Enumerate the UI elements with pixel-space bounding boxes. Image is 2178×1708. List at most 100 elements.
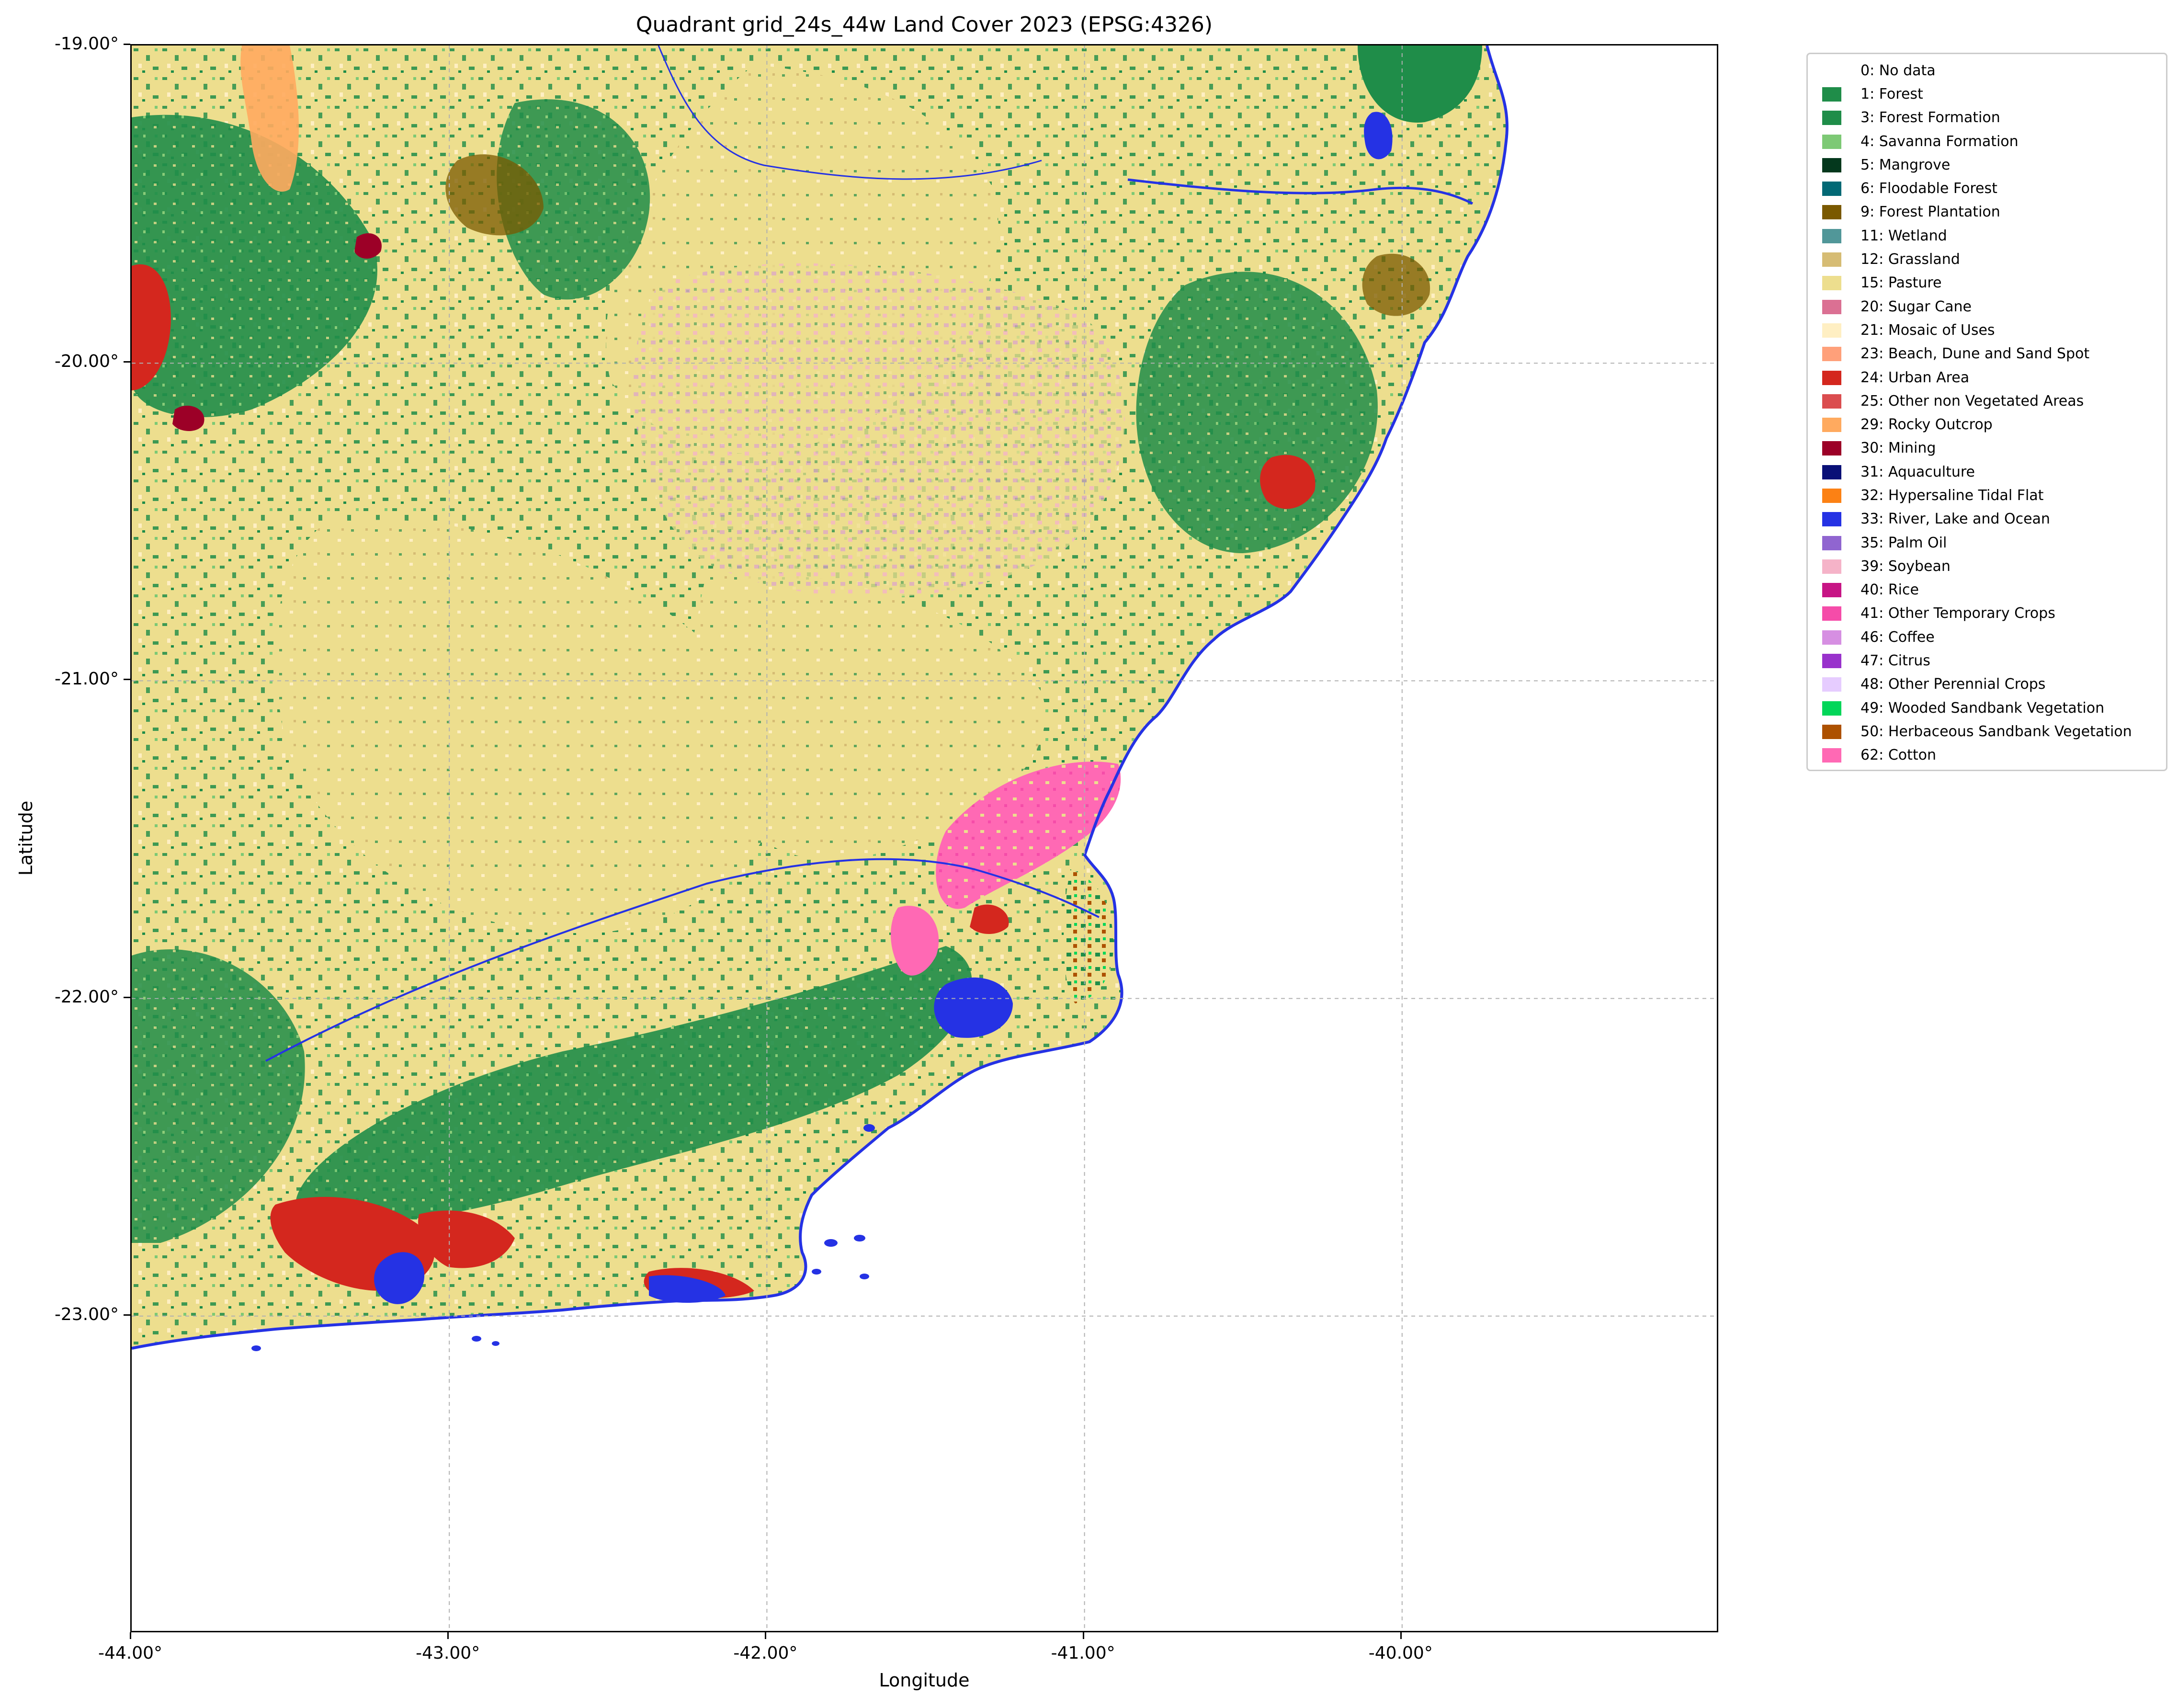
island xyxy=(812,1269,821,1275)
legend-item: 23: Beach, Dune and Sand Spot xyxy=(1808,342,2166,366)
x-tick-mark xyxy=(1400,1632,1402,1639)
legend-label: 25: Other non Vegetated Areas xyxy=(1860,392,2084,410)
legend-label: 40: Rice xyxy=(1860,581,1919,599)
legend-label: 5: Mangrove xyxy=(1860,156,1951,173)
legend: 0: No data 1: Forest 3: Forest Formation 4:… xyxy=(1806,53,2167,771)
soybean-coffee-zone xyxy=(633,263,1125,597)
legend-label: 33: River, Lake and Ocean xyxy=(1860,511,2050,528)
bay xyxy=(374,1252,425,1304)
legend-swatch xyxy=(1822,252,1841,267)
map-canvas xyxy=(132,46,1717,1631)
forest-patch xyxy=(1358,46,1482,123)
x-tick-mark xyxy=(765,1632,767,1639)
sandbank-vegetation xyxy=(1064,869,1113,1003)
legend-label: 41: Other Temporary Crops xyxy=(1860,605,2055,622)
legend-label: 1: Forest xyxy=(1860,85,1923,102)
y-tick-mark xyxy=(124,44,130,45)
x-tick-label: -41.00° xyxy=(1051,1643,1115,1663)
legend-label: 46: Coffee xyxy=(1860,628,1935,646)
legend-item: 46: Coffee xyxy=(1808,626,2166,649)
legend-swatch xyxy=(1822,606,1841,621)
legend-item: 25: Other non Vegetated Areas xyxy=(1808,389,2166,413)
x-tick-mark xyxy=(130,1632,131,1639)
island xyxy=(472,1336,481,1342)
forest-patch xyxy=(132,949,305,1243)
legend-item: 49: Wooded Sandbank Vegetation xyxy=(1808,696,2166,720)
legend-label: 31: Aquaculture xyxy=(1860,463,1975,480)
legend-item: 48: Other Perennial Crops xyxy=(1808,673,2166,696)
legend-swatch xyxy=(1822,701,1841,716)
legend-item: 3: Forest Formation xyxy=(1808,106,2166,130)
legend-item: 11: Wetland xyxy=(1808,224,2166,248)
cotton-zone xyxy=(891,906,939,976)
urban-area xyxy=(970,904,1009,934)
island xyxy=(824,1239,838,1247)
legend-item: 20: Sugar Cane xyxy=(1808,295,2166,319)
urban-area xyxy=(132,264,171,390)
legend-item: 39: Soybean xyxy=(1808,555,2166,578)
island xyxy=(251,1345,261,1351)
legend-label: 23: Beach, Dune and Sand Spot xyxy=(1860,345,2090,363)
legend-item: 33: River, Lake and Ocean xyxy=(1808,508,2166,531)
legend-item: 9: Forest Plantation xyxy=(1808,201,2166,224)
legend-swatch xyxy=(1822,488,1841,503)
legend-label: 11: Wetland xyxy=(1860,227,1947,244)
legend-swatch xyxy=(1822,370,1841,385)
legend-label: 21: Mosaic of Uses xyxy=(1860,321,1995,339)
legend-label: 15: Pasture xyxy=(1860,274,1942,292)
legend-swatch xyxy=(1822,654,1841,669)
legend-label: 39: Soybean xyxy=(1860,558,1951,575)
rocky-outcrop-patch xyxy=(240,46,299,192)
forest-plantation-patch xyxy=(1362,253,1430,316)
legend-swatch xyxy=(1822,559,1841,574)
y-tick-mark xyxy=(124,361,130,363)
pasture-zone xyxy=(275,520,783,934)
legend-swatch xyxy=(1822,134,1841,149)
legend-label: 48: Other Perennial Crops xyxy=(1860,676,2046,693)
legend-label: 12: Grassland xyxy=(1860,251,1960,268)
urban-area xyxy=(1260,455,1316,509)
forest-patch xyxy=(132,114,377,418)
legend-swatch xyxy=(1822,441,1841,456)
lake xyxy=(1364,112,1393,159)
river xyxy=(265,858,1100,1062)
legend-item: 40: Rice xyxy=(1808,579,2166,602)
legend-item: 6: Floodable Forest xyxy=(1808,177,2166,200)
legend-swatch xyxy=(1822,512,1841,527)
island xyxy=(854,1235,865,1241)
y-tick-label: -23.00° xyxy=(54,1304,119,1324)
x-tick-mark xyxy=(1082,1632,1084,1639)
legend-item: 32: Hypersaline Tidal Flat xyxy=(1808,484,2166,507)
x-tick-label: -42.00° xyxy=(733,1643,798,1663)
x-tick-label: -40.00° xyxy=(1368,1643,1433,1663)
x-tick-label: -44.00° xyxy=(98,1643,163,1663)
y-tick-mark xyxy=(124,1314,130,1316)
legend-label: 32: Hypersaline Tidal Flat xyxy=(1860,487,2044,504)
legend-swatch xyxy=(1822,299,1841,314)
forest-patch xyxy=(1136,272,1378,553)
legend-item: 0: No data xyxy=(1808,59,2166,82)
legend-item: 1: Forest xyxy=(1808,82,2166,106)
legend-item: 50: Herbaceous Sandbank Vegetation xyxy=(1808,720,2166,743)
island xyxy=(860,1274,869,1279)
legend-swatch xyxy=(1822,182,1841,196)
legend-swatch xyxy=(1822,87,1841,102)
legend-item: 47: Citrus xyxy=(1808,649,2166,672)
legend-item: 30: Mining xyxy=(1808,437,2166,460)
x-axis-label: Longitude xyxy=(879,1670,970,1691)
lagoon xyxy=(649,1275,726,1303)
lagoon xyxy=(934,977,1013,1038)
legend-swatch xyxy=(1822,418,1841,433)
legend-item: 62: Cotton xyxy=(1808,744,2166,767)
legend-swatch xyxy=(1822,228,1841,243)
legend-swatch xyxy=(1822,748,1841,763)
legend-label: 29: Rocky Outcrop xyxy=(1860,416,1993,433)
y-tick-label: -21.00° xyxy=(54,669,119,689)
legend-swatch xyxy=(1822,111,1841,125)
legend-swatch xyxy=(1822,205,1841,220)
river xyxy=(1127,178,1474,205)
legend-label: 47: Citrus xyxy=(1860,652,1930,670)
legend-item: 24: Urban Area xyxy=(1808,366,2166,389)
x-tick-mark xyxy=(447,1632,449,1639)
legend-swatch xyxy=(1822,276,1841,291)
